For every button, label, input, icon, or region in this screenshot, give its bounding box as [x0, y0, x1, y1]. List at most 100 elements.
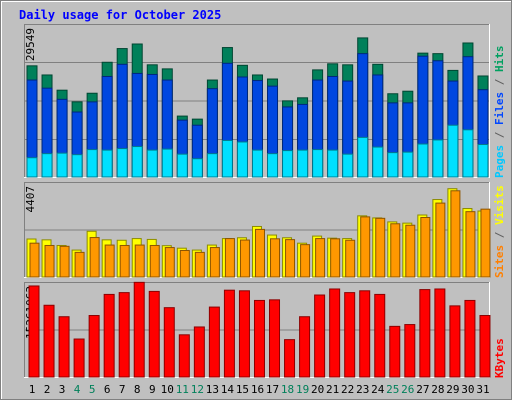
bar-kbytes-day-26: [404, 324, 416, 378]
bar-pages-day-21: [327, 149, 339, 178]
x-tick-label-day-27: 27: [416, 383, 429, 396]
panel-bottom: 15261063KBytes: [24, 281, 506, 378]
legend-part-2: Files: [493, 92, 506, 125]
panel-middle-ymax-label: 4407: [24, 186, 37, 213]
bar-pages-day-26: [402, 151, 414, 178]
bar-kbytes-day-24: [374, 293, 386, 378]
bar-kbytes-day-9: [148, 290, 160, 378]
x-tick-label-day-19: 19: [296, 383, 309, 396]
bar-sites-day-27: [420, 217, 431, 278]
bar-pages-day-9: [146, 149, 158, 178]
panel-middle: 4407 Sites / Visits: [24, 182, 506, 278]
bar-sites-day-28: [435, 202, 446, 278]
bar-pages-day-15: [236, 141, 248, 178]
x-tick-label-day-6: 6: [104, 383, 111, 396]
bar-sites-day-31: [480, 208, 491, 278]
x-tick-label-day-24: 24: [371, 383, 385, 396]
bar-kbytes-day-31: [479, 315, 491, 378]
bar-pages-day-4: [71, 154, 83, 178]
chart-panels: 29549 Pages / Files / Hits 4407 Sites / Vis…: [24, 24, 506, 378]
bar-kbytes-day-15: [238, 290, 250, 378]
x-tick-label-day-13: 13: [206, 383, 219, 396]
series-files: [26, 53, 489, 178]
bar-pages-day-11: [176, 153, 188, 178]
x-tick-label-day-30: 30: [461, 383, 474, 396]
bar-sites-day-4: [74, 251, 85, 278]
panel-top-ymax-label: 29549: [24, 28, 37, 61]
bar-kbytes-day-13: [208, 306, 220, 378]
x-tick-label-day-21: 21: [326, 383, 339, 396]
bar-pages-day-12: [191, 158, 203, 178]
bar-pages-day-25: [387, 152, 399, 178]
bar-sites-day-16: [254, 228, 265, 278]
x-tick-label-day-4: 4: [74, 383, 81, 396]
panel-bottom-axis-legend: KBytes: [493, 338, 506, 378]
bar-kbytes-day-14: [223, 289, 235, 378]
bar-kbytes-day-10: [163, 307, 175, 378]
bar-pages-day-3: [56, 152, 68, 178]
bar-kbytes-day-11: [178, 334, 190, 378]
bar-kbytes-day-2: [43, 304, 55, 378]
bar-sites-day-15: [239, 239, 250, 278]
bar-sites-day-30: [465, 211, 476, 278]
x-tick-label-day-12: 12: [191, 383, 204, 396]
bar-sites-day-25: [390, 223, 401, 278]
legend-part-1: /: [493, 125, 506, 145]
x-tick-label-day-14: 14: [221, 383, 235, 396]
bar-pages-day-23: [357, 136, 369, 178]
bar-kbytes-day-29: [449, 305, 461, 378]
legend-part-0: Pages: [493, 145, 506, 178]
bar-pages-day-29: [447, 124, 459, 178]
bar-kbytes-day-8: [133, 281, 145, 378]
bar-pages-day-27: [417, 143, 429, 178]
panel-top-axis-legend: Pages / Files / Hits: [493, 46, 506, 179]
bar-kbytes-day-12: [193, 326, 205, 378]
x-tick-label-day-25: 25: [386, 383, 399, 396]
bar-pages-day-24: [372, 146, 384, 178]
bar-sites-day-26: [405, 224, 416, 278]
legend-part-2: Visits: [493, 185, 506, 225]
x-tick-label-day-17: 17: [266, 383, 279, 396]
x-tick-label-day-1: 1: [29, 383, 36, 396]
bar-kbytes-day-25: [389, 325, 401, 378]
bar-pages-day-28: [432, 139, 444, 178]
bar-sites-day-10: [164, 247, 175, 278]
x-tick-label-day-16: 16: [251, 383, 264, 396]
bar-sites-day-13: [209, 247, 220, 278]
bar-kbytes-day-18: [284, 339, 296, 378]
x-tick-label-day-3: 3: [59, 383, 66, 396]
bar-pages-day-6: [101, 149, 113, 178]
legend-part-0: Sites: [493, 245, 506, 278]
bar-kbytes-day-4: [73, 338, 85, 378]
bar-pages-day-31: [477, 144, 489, 178]
bar-kbytes-day-21: [329, 288, 341, 378]
bar-sites-day-5: [89, 237, 100, 278]
x-tick-label-day-7: 7: [119, 383, 126, 396]
bar-kbytes-day-1: [28, 285, 40, 378]
bar-sites-day-8: [134, 244, 145, 278]
bar-sites-day-12: [194, 251, 205, 278]
bar-pages-day-30: [462, 129, 474, 178]
x-tick-label-day-29: 29: [446, 383, 459, 396]
bar-sites-day-19: [300, 244, 311, 278]
panel-middle-axis-legend: Sites / Visits: [493, 185, 506, 278]
bar-kbytes-day-16: [253, 299, 265, 378]
bar-pages-day-13: [206, 153, 218, 178]
bar-kbytes-day-27: [419, 289, 431, 378]
bar-sites-day-6: [104, 244, 115, 278]
bar-kbytes-day-30: [464, 299, 476, 378]
series-pages: [26, 124, 489, 178]
bar-pages-day-20: [312, 149, 324, 178]
bar-kbytes-day-23: [359, 290, 371, 378]
bar-pages-day-5: [86, 149, 98, 178]
bar-pages-day-1: [26, 157, 38, 178]
x-tick-label-day-11: 11: [176, 383, 189, 396]
bar-kbytes-day-28: [434, 288, 446, 378]
x-tick-label-day-9: 9: [149, 383, 156, 396]
x-tick-label-day-5: 5: [89, 383, 96, 396]
bar-sites-day-2: [44, 244, 55, 278]
x-tick-label-day-18: 18: [281, 383, 294, 396]
bar-kbytes-day-6: [103, 293, 115, 378]
bar-kbytes-day-5: [88, 315, 100, 378]
